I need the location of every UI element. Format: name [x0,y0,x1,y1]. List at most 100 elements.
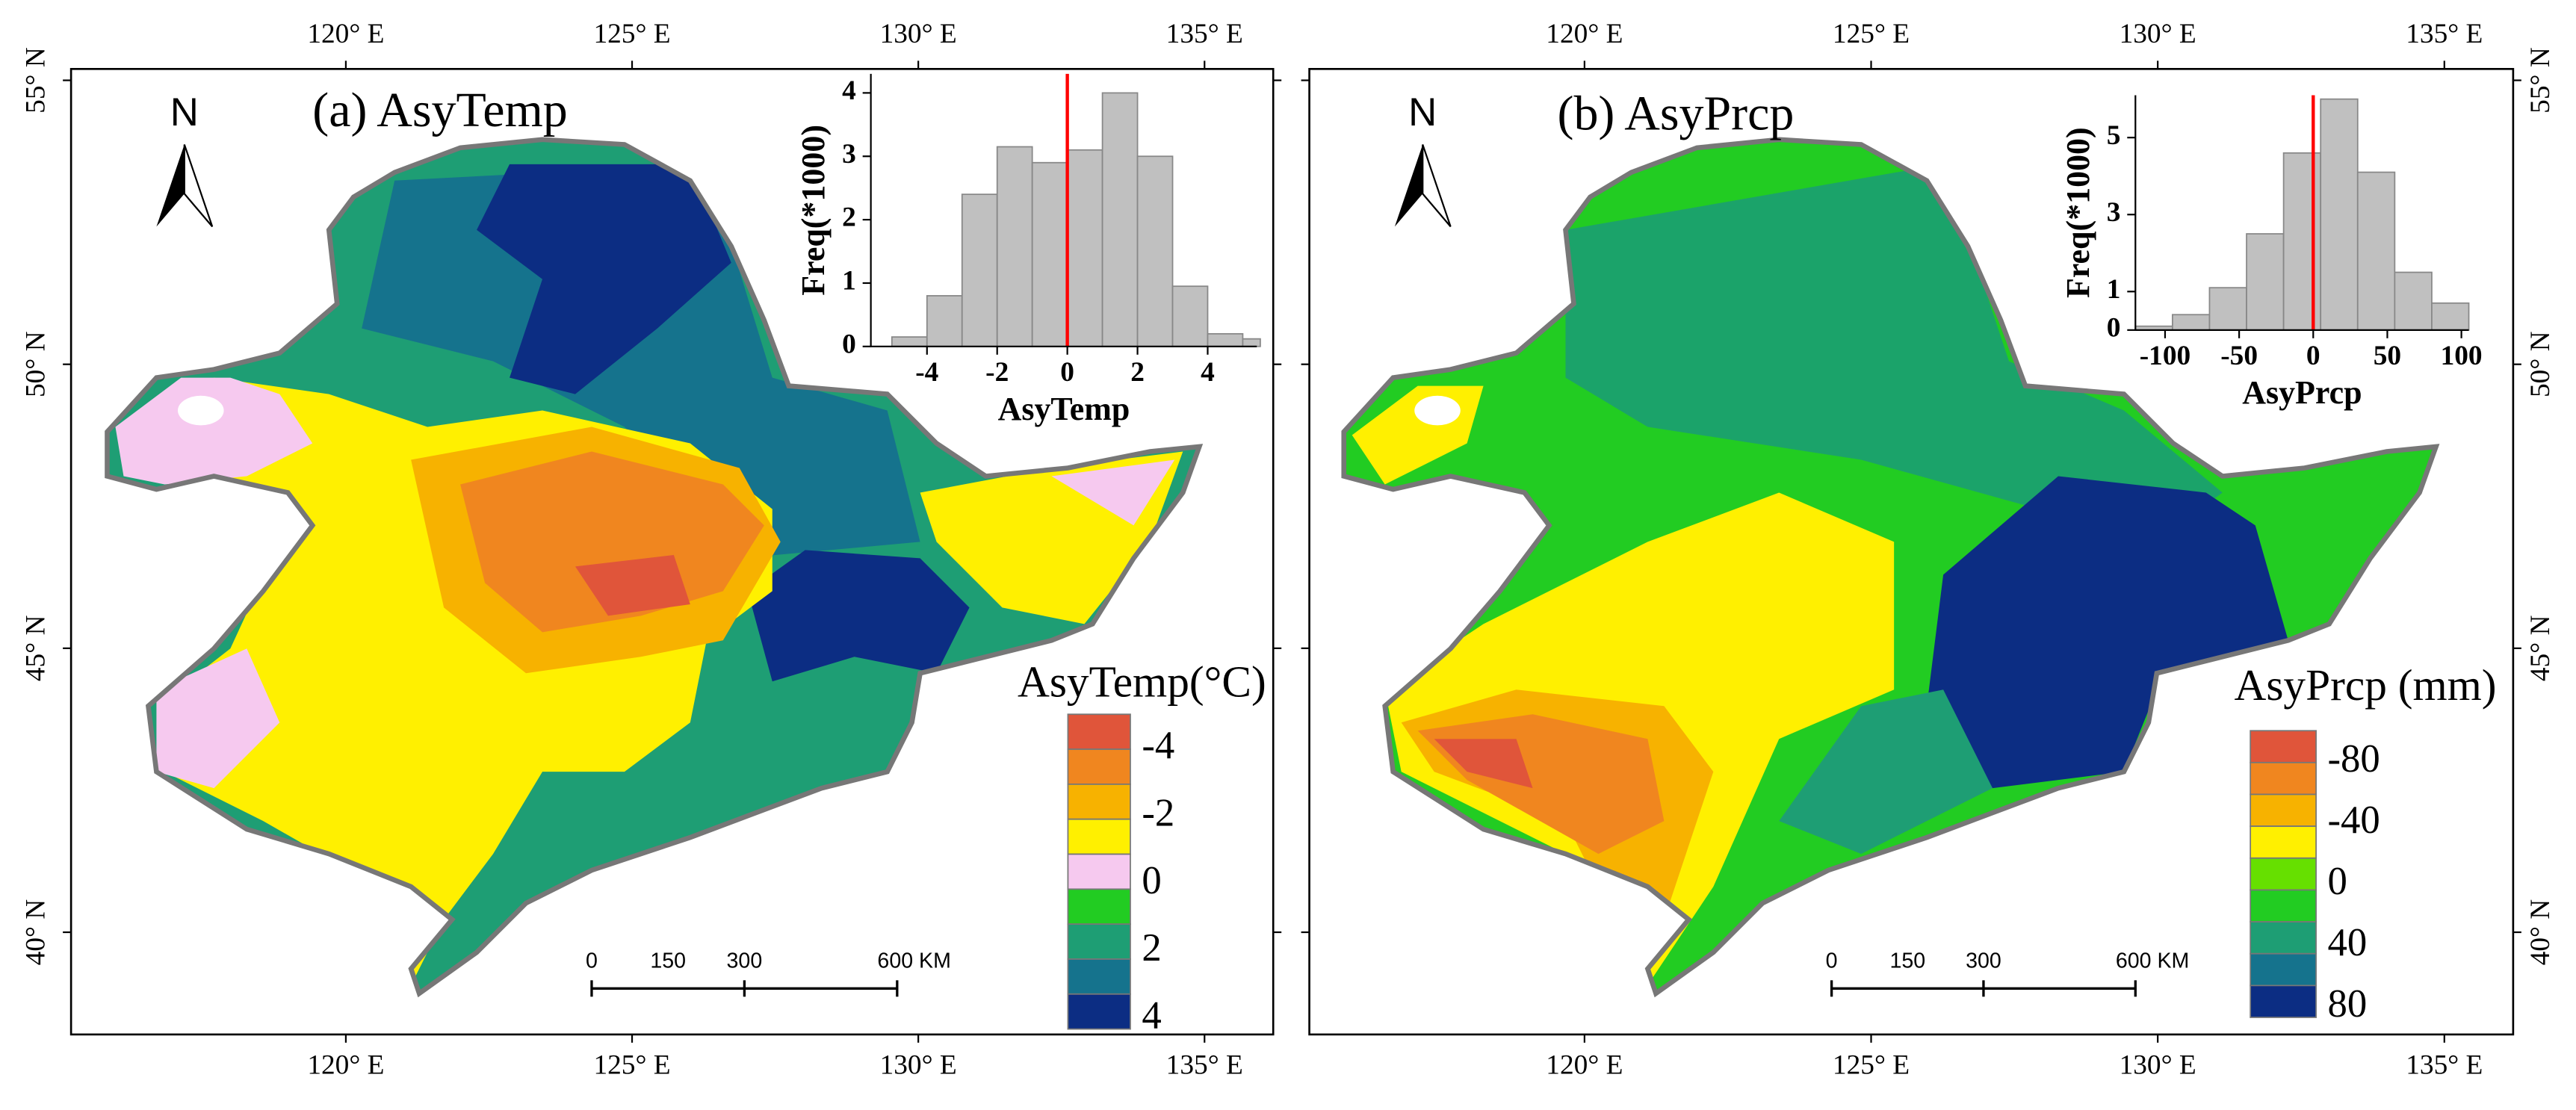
legend-swatch [1067,888,1131,925]
y-tick-label: 5 [2107,120,2121,151]
lon-label: 125° E [1833,1049,1910,1080]
lon-label: 135° E [2406,19,2483,49]
histogram-bar [2171,314,2211,331]
lon-label: 120° E [1546,1049,1623,1080]
lon-label: 130° E [2120,19,2196,49]
north-arrow [1422,144,1452,228]
legend-swatch [1067,923,1131,960]
x-tick-label: 0 [2306,341,2320,371]
histogram-bar [1101,92,1139,347]
x-tick-label: 0 [1060,357,1074,388]
lat-label: 45° N [21,616,52,682]
legend-swatch [1067,748,1131,785]
y-tick-label: 0 [842,329,856,359]
histogram-bar [1136,155,1174,347]
lon-label: 125° E [1833,19,1910,49]
histogram-bar [1242,338,1261,347]
legend-label: 80 [2327,982,2367,1026]
legend-swatch [1067,713,1131,750]
map-frame [69,68,1275,1036]
legend-swatch [1067,783,1131,820]
histogram-bar [1207,332,1244,347]
histogram-bar [891,336,928,347]
legend-swatch [1067,818,1131,855]
legend-swatch [2250,921,2317,955]
histogram-bar [2431,302,2470,331]
north-arrow [156,144,185,227]
histogram-bar [2246,233,2285,331]
histogram-bar [2320,98,2359,331]
histogram-bar [1171,285,1209,347]
legend-swatch [2250,889,2317,923]
scale-bar-label: 0 [1826,949,1838,973]
legend-swatch [2250,985,2317,1018]
panel-title: (b) AsyPrcp [1558,86,1795,140]
x-tick-label: -100 [2140,341,2190,371]
x-axis-label: AsyPrcp [2242,374,2362,411]
x-tick-label: -4 [915,357,938,388]
legend-label: 4 [1142,994,1161,1038]
scale-bar-label: 150 [1889,949,1925,973]
legend-swatch [2250,761,2317,796]
lat-label: 55° N [21,47,52,114]
histogram-bar [2394,271,2433,331]
lon-label: 130° E [880,19,957,49]
lon-label: 135° E [1166,19,1243,49]
scale-bar-label: 150 [650,949,686,973]
histogram-bar [1066,149,1103,347]
legend-swatch [2250,825,2317,859]
y-tick-label: 3 [842,139,856,170]
legend-swatch [1067,958,1131,995]
scale-bar-label: 300 [727,949,763,973]
legend-label: 2 [1142,926,1161,970]
lon-label: 120° E [307,19,384,49]
y-tick-label: 4 [842,75,856,106]
legend-title: AsyPrcp (mm) [2234,660,2496,710]
legend-swatch [2250,952,2317,987]
panel-title: (a) AsyTemp [312,83,567,137]
lon-label: 135° E [1166,1049,1243,1080]
y-axis-label: Freq(*1000) [795,125,832,296]
scale-bar-label: 300 [1966,949,2001,973]
lon-label: 130° E [2120,1049,2196,1080]
lon-label: 130° E [880,1049,957,1080]
histogram-bar [2282,152,2322,331]
x-tick-label: 2 [1130,357,1145,388]
histogram-bar [996,146,1033,347]
lon-label: 120° E [1546,19,1623,49]
legend-label: 0 [2327,860,2347,903]
north-arrow [183,144,214,228]
legend-label: -80 [2327,737,2380,781]
histogram-bar [2356,171,2396,331]
legend-label: -4 [1142,724,1174,767]
histogram-bar [926,295,963,347]
lon-label: 125° E [593,1049,670,1080]
legend-label: 0 [1142,859,1161,902]
legend-swatch [1067,993,1131,1030]
x-tick-label: 4 [1201,357,1215,388]
y-tick-label: 3 [2107,197,2121,228]
x-axis-label: AsyTemp [998,391,1130,427]
x-tick-label: 100 [2441,341,2483,371]
lat-label: 55° N [2525,47,2556,114]
north-label: N [170,90,199,134]
legend-label: -2 [1142,792,1174,835]
lat-label: 50° N [2525,331,2556,397]
lon-label: 125° E [593,19,670,49]
legend-swatch [2250,857,2317,891]
legend-title: AsyTemp(°C) [1018,657,1266,706]
x-tick-label: -2 [985,357,1009,388]
histogram-bar [2208,287,2247,331]
histogram-bar [1031,161,1068,347]
lat-label: 40° N [2525,899,2556,966]
scale-bar-label: 600 KM [2116,949,2189,973]
legend-label: -40 [2327,799,2380,842]
legend-swatch [1067,853,1131,890]
lat-label: 40° N [21,899,52,966]
legend-label: 40 [2327,921,2367,964]
north-arrow [1394,144,1423,227]
y-tick-label: 0 [2107,312,2121,343]
lon-label: 135° E [2406,1049,2483,1080]
